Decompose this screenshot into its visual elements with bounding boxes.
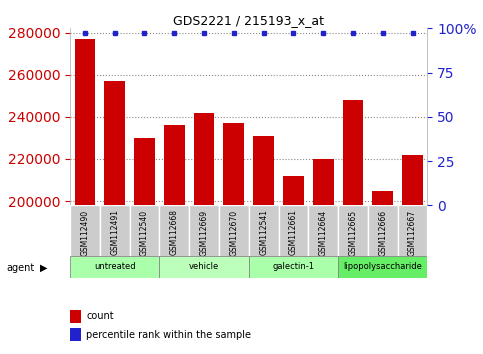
Title: GDS2221 / 215193_x_at: GDS2221 / 215193_x_at — [173, 14, 324, 27]
Bar — [253, 136, 274, 354]
Bar — [224, 123, 244, 354]
Text: GSM112670: GSM112670 — [229, 210, 238, 256]
Text: count: count — [86, 312, 114, 321]
Text: galectin-1: galectin-1 — [272, 262, 314, 272]
Bar — [100, 205, 129, 257]
Text: GSM112490: GSM112490 — [81, 210, 89, 256]
Text: GSM112664: GSM112664 — [319, 210, 327, 256]
Bar — [283, 176, 304, 354]
Bar — [134, 138, 155, 354]
Bar — [372, 190, 393, 354]
Text: agent: agent — [6, 263, 34, 273]
Bar — [194, 113, 214, 354]
Bar — [70, 205, 100, 257]
Text: GSM112540: GSM112540 — [140, 210, 149, 256]
Text: GSM112669: GSM112669 — [199, 210, 209, 256]
Text: GSM112661: GSM112661 — [289, 210, 298, 256]
Text: GSM112491: GSM112491 — [110, 210, 119, 256]
Text: GSM112667: GSM112667 — [408, 210, 417, 256]
Text: vehicle: vehicle — [189, 262, 219, 272]
Text: lipopolysaccharide: lipopolysaccharide — [343, 262, 422, 272]
Bar — [313, 159, 334, 354]
Text: ▶: ▶ — [40, 263, 47, 273]
Bar — [249, 256, 338, 278]
Bar — [368, 205, 398, 257]
Bar — [398, 205, 427, 257]
Bar — [104, 81, 125, 354]
Bar — [189, 205, 219, 257]
Bar — [338, 256, 427, 278]
Bar — [74, 39, 95, 354]
Bar — [338, 205, 368, 257]
Bar — [159, 256, 249, 278]
Bar — [342, 100, 363, 354]
Bar — [70, 256, 159, 278]
Bar — [308, 205, 338, 257]
Bar — [129, 205, 159, 257]
Bar — [219, 205, 249, 257]
Bar — [249, 205, 279, 257]
Bar — [164, 125, 185, 354]
Bar — [279, 205, 308, 257]
Text: untreated: untreated — [94, 262, 136, 272]
Bar — [70, 329, 81, 341]
Text: percentile rank within the sample: percentile rank within the sample — [86, 330, 251, 340]
Text: GSM112541: GSM112541 — [259, 210, 268, 256]
Bar — [402, 155, 423, 354]
Text: GSM112665: GSM112665 — [349, 210, 357, 256]
Text: GSM112668: GSM112668 — [170, 210, 179, 256]
Text: GSM112666: GSM112666 — [378, 210, 387, 256]
Bar — [70, 310, 81, 323]
Bar — [159, 205, 189, 257]
